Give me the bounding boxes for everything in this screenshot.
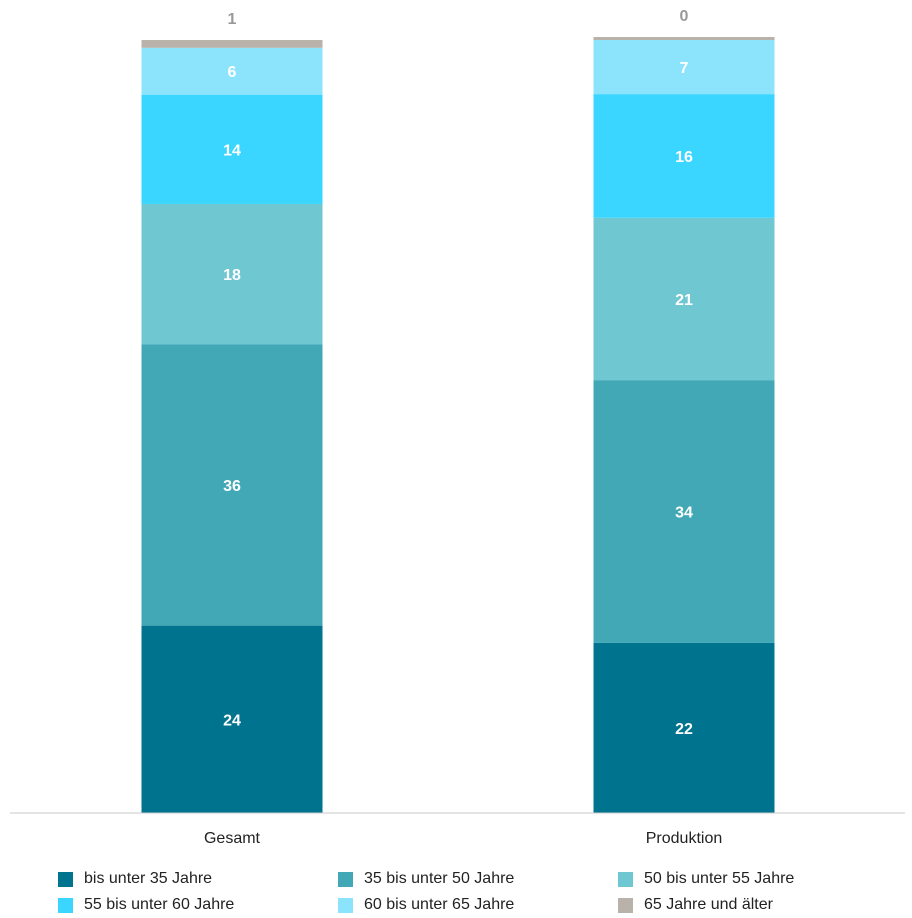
legend-row: bis unter 35 Jahre 35 bis unter 50 Jahre 5… (58, 866, 898, 892)
category-label-produktion: Produktion (646, 830, 723, 847)
value-label-gesamt-65-jahre-und-aelter: 1 (228, 11, 237, 28)
legend-item-65-jahre-und-aelter: 65 Jahre und älter (618, 894, 898, 916)
value-label-produktion-35-bis-unter-50-jahre: 34 (675, 505, 693, 522)
legend-label: 55 bis unter 60 Jahre (84, 896, 235, 913)
bar-segment-gesamt-bis-unter-35-jahre (141, 625, 323, 813)
bar-segment-gesamt-50-bis-unter-55-jahre (141, 203, 323, 345)
legend-row: 55 bis unter 60 Jahre 60 bis unter 65 Jah… (58, 892, 898, 918)
bar-segment-produktion-50-bis-unter-55-jahre (593, 217, 775, 381)
bar-segment-gesamt-55-bis-unter-60-jahre (141, 94, 323, 204)
legend-swatch (58, 897, 73, 913)
bar-segment-produktion-55-bis-unter-60-jahre (593, 94, 775, 218)
legend: bis unter 35 Jahre 35 bis unter 50 Jahre 5… (58, 866, 898, 918)
legend-label: 35 bis unter 50 Jahre (364, 870, 515, 887)
value-label-produktion-50-bis-unter-55-jahre: 21 (675, 292, 693, 309)
bar-segment-produktion-bis-unter-35-jahre (593, 642, 775, 813)
bars-group: 24 36 18 14 6 1 22 34 21 16 7 0 (141, 8, 775, 813)
value-label-produktion-bis-unter-35-jahre: 22 (675, 721, 693, 738)
value-label-gesamt-50-bis-unter-55-jahre: 18 (223, 267, 241, 284)
stacked-bar-chart: 24 36 18 14 6 1 22 34 21 16 7 0 Gesamt Produktion (10, 8, 905, 847)
legend-label: 65 Jahre und älter (644, 896, 773, 913)
legend-item-60-bis-unter-65-jahre: 60 bis unter 65 Jahre (338, 894, 618, 916)
bar-segment-produktion-60-bis-unter-65-jahre (593, 40, 775, 95)
category-label-gesamt: Gesamt (204, 830, 261, 847)
legend-label: bis unter 35 Jahre (84, 870, 213, 887)
value-label-gesamt-bis-unter-35-jahre: 24 (223, 712, 241, 729)
bar-segment-gesamt-60-bis-unter-65-jahre (141, 47, 323, 95)
legend-swatch (58, 871, 73, 887)
value-label-gesamt-35-bis-unter-50-jahre: 36 (223, 478, 241, 495)
legend-item-55-bis-unter-60-jahre: 55 bis unter 60 Jahre (58, 894, 338, 916)
bar-segment-produktion-65-jahre-und-aelter (593, 37, 775, 40)
value-label-produktion-55-bis-unter-60-jahre: 16 (675, 149, 693, 166)
bar-segment-produktion-35-bis-unter-50-jahre (593, 380, 775, 643)
legend-swatch (618, 897, 633, 913)
legend-label: 60 bis unter 65 Jahre (364, 896, 515, 913)
legend-swatch (338, 871, 353, 887)
legend-swatch (338, 897, 353, 913)
legend-item-50-bis-unter-55-jahre: 50 bis unter 55 Jahre (618, 868, 898, 890)
bar-segment-gesamt-35-bis-unter-50-jahre (141, 344, 323, 626)
legend-item-bis-unter-35-jahre: bis unter 35 Jahre (58, 868, 338, 890)
category-labels: Gesamt Produktion (204, 830, 722, 847)
value-label-produktion-65-jahre-und-aelter: 0 (680, 8, 689, 25)
value-label-gesamt-60-bis-unter-65-jahre: 6 (228, 64, 237, 81)
value-label-produktion-60-bis-unter-65-jahre: 7 (680, 60, 689, 77)
legend-swatch (618, 871, 633, 887)
value-label-gesamt-55-bis-unter-60-jahre: 14 (223, 142, 241, 159)
legend-item-35-bis-unter-50-jahre: 35 bis unter 50 Jahre (338, 868, 618, 890)
legend-label: 50 bis unter 55 Jahre (644, 870, 795, 887)
bar-segment-gesamt-65-jahre-und-aelter (141, 40, 323, 48)
